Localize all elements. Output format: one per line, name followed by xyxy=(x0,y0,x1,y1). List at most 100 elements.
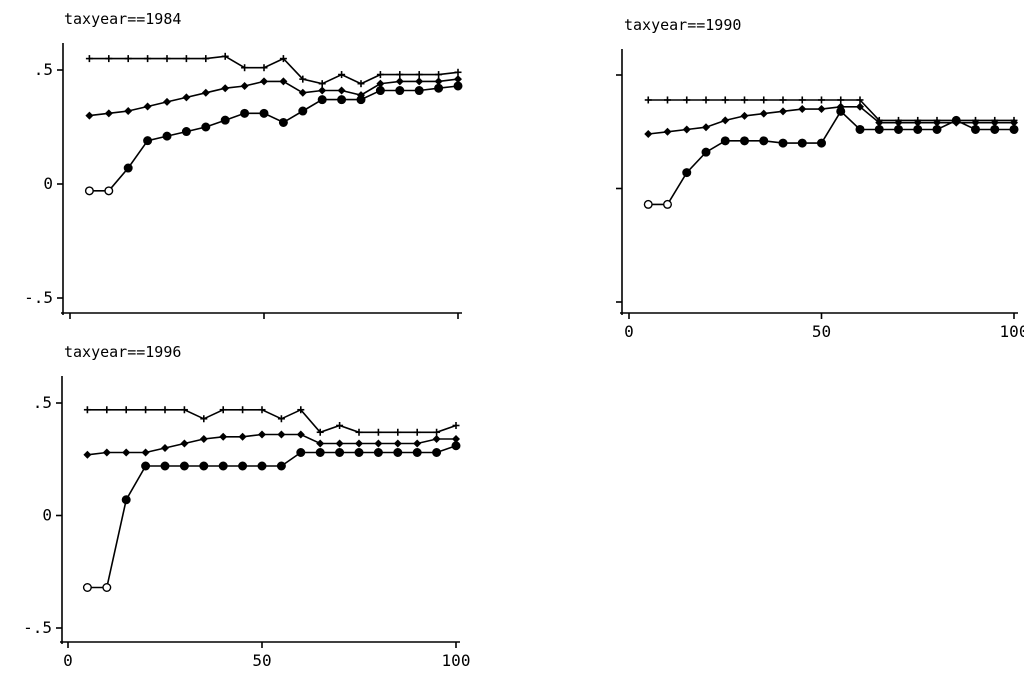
data-point-plus xyxy=(374,428,382,436)
data-point-diamond xyxy=(413,439,422,448)
data-point-circle xyxy=(373,448,383,458)
data-point-plus xyxy=(779,96,787,104)
data-point-diamond xyxy=(798,105,807,114)
data-point-diamond xyxy=(221,84,230,93)
data-point-diamond xyxy=(102,448,111,457)
data-point-diamond xyxy=(759,109,768,118)
data-point-diamond xyxy=(434,77,443,86)
data-point-circle xyxy=(278,117,288,127)
data-point-diamond xyxy=(260,77,268,86)
data-point-diamond xyxy=(296,430,305,439)
data-point-circle xyxy=(218,461,228,471)
data-point-plus xyxy=(260,64,268,72)
data-point-diamond xyxy=(124,107,133,116)
data-point-circle xyxy=(797,138,807,148)
data-point-circle xyxy=(453,81,463,91)
data-point-plus xyxy=(818,96,825,104)
data-point-diamond xyxy=(143,102,152,111)
data-point-diamond xyxy=(199,435,208,443)
x-tick-label: 50 xyxy=(252,651,271,670)
data-point-circle xyxy=(121,495,131,505)
data-point-circle xyxy=(354,448,364,458)
data-point-circle xyxy=(434,83,444,93)
data-point-plus xyxy=(144,55,152,63)
series-line-plus xyxy=(87,408,457,434)
data-point-diamond xyxy=(219,432,228,441)
data-point-plus xyxy=(683,96,691,104)
data-point-plus xyxy=(219,406,227,414)
data-point-diamond xyxy=(298,88,307,97)
data-point-circle xyxy=(317,95,327,105)
data-point-circle xyxy=(259,108,269,118)
data-point-circle xyxy=(102,583,112,593)
data-point-plus xyxy=(338,71,346,79)
data-point-plus xyxy=(163,55,171,63)
data-point-circle xyxy=(257,461,267,471)
data-point-plus xyxy=(318,80,326,88)
data-point-circle xyxy=(276,461,286,471)
data-point-plus xyxy=(336,422,344,429)
y-tick-label: .5 xyxy=(34,60,53,79)
data-point-plus xyxy=(357,80,365,88)
data-point-plus xyxy=(396,71,404,79)
data-point-circle xyxy=(412,448,422,458)
data-point-diamond xyxy=(875,118,884,127)
data-point-diamond xyxy=(990,118,999,127)
data-point-plus xyxy=(124,55,132,63)
data-point-diamond xyxy=(161,444,169,452)
data-point-diamond xyxy=(163,97,171,106)
data-point-diamond xyxy=(663,127,672,136)
data-point-circle xyxy=(836,106,846,116)
data-point-plus xyxy=(798,96,806,104)
data-point-circle xyxy=(123,163,133,173)
data-point-plus xyxy=(297,406,305,414)
data-point-circle xyxy=(160,461,170,471)
data-point-plus xyxy=(413,428,421,436)
data-point-plus xyxy=(279,55,287,63)
data-point-diamond xyxy=(85,111,94,120)
data-point-diamond xyxy=(122,448,131,457)
data-point-diamond xyxy=(182,93,191,102)
data-point-diamond xyxy=(644,130,653,139)
data-point-diamond xyxy=(376,79,385,88)
data-point-diamond xyxy=(318,86,327,95)
data-point-plus xyxy=(258,406,266,414)
data-point-diamond xyxy=(355,439,363,448)
y-tick-label: 0 xyxy=(43,174,53,193)
y-tick-label: -.5 xyxy=(24,288,53,307)
data-point-diamond xyxy=(180,439,189,448)
data-point-plus xyxy=(760,96,768,104)
series-line-circle xyxy=(648,110,1014,206)
data-point-diamond xyxy=(971,118,980,127)
data-point-circle xyxy=(990,124,1000,134)
data-point-plus xyxy=(435,71,443,79)
data-point-circle xyxy=(335,448,345,458)
data-point-plus xyxy=(452,422,460,429)
data-point-diamond xyxy=(779,107,787,116)
data-point-plus xyxy=(105,55,113,63)
data-point-circle xyxy=(82,583,92,593)
data-point-circle xyxy=(143,136,153,146)
data-point-circle xyxy=(414,86,424,96)
data-point-circle xyxy=(298,106,308,116)
data-point-plus xyxy=(299,75,307,83)
data-point-circle xyxy=(951,115,961,125)
data-point-circle xyxy=(141,461,151,471)
data-point-plus xyxy=(200,415,208,423)
data-point-circle xyxy=(971,124,981,134)
data-point-plus xyxy=(702,96,710,104)
data-point-circle xyxy=(104,186,114,196)
data-point-circle xyxy=(643,199,653,209)
data-point-circle xyxy=(181,127,191,137)
data-point-circle xyxy=(201,122,211,132)
data-point-circle xyxy=(375,86,385,96)
data-point-circle xyxy=(238,461,248,471)
data-point-circle xyxy=(720,136,730,146)
data-point-diamond xyxy=(894,118,903,127)
data-point-circle xyxy=(199,461,209,471)
data-point-circle xyxy=(240,108,250,118)
data-point-plus xyxy=(277,415,285,423)
data-point-diamond xyxy=(83,450,92,459)
data-point-plus xyxy=(837,96,845,104)
